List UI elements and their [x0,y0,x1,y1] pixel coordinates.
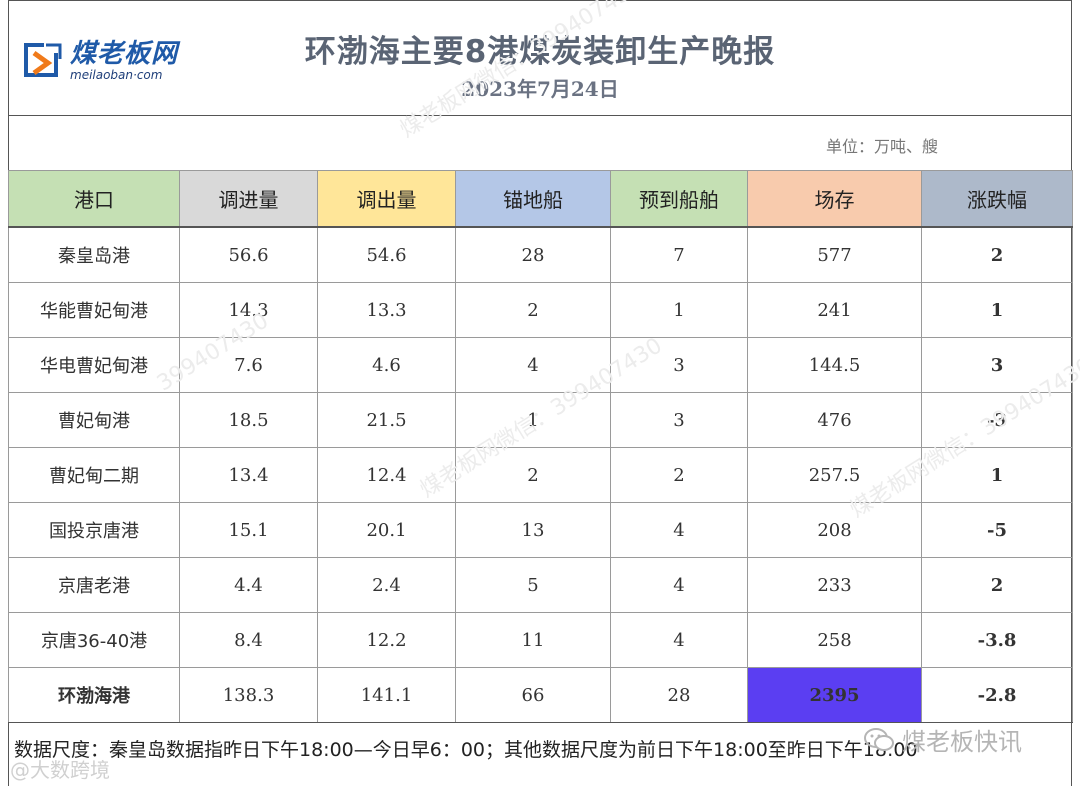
outbound-cell: 12.2 [317,612,456,668]
column-header: 场存 [747,170,922,228]
stock-cell: 2395 [747,667,922,723]
report-date: 2023年7月24日 [461,77,619,101]
change-cell: -5 [921,502,1073,558]
table-row: 曹妃甸港 18.5 21.5 1 3 476 -3 [8,392,1073,448]
inbound-cell: 13.4 [179,447,318,503]
inbound-cell: 8.4 [179,612,318,668]
table-row: 秦皇岛港 56.6 54.6 28 7 577 2 [8,226,1073,283]
outbound-cell: 2.4 [317,557,456,613]
logo-mark-icon [24,41,64,81]
expected-ships-cell: 3 [610,392,748,448]
anchored-ships-cell: 28 [455,226,611,283]
inbound-cell: 18.5 [179,392,318,448]
table-row: 华电曹妃甸港 7.6 4.6 4 3 144.5 3 [8,337,1073,393]
port-name-cell: 环渤海港 [8,667,180,723]
column-header: 调进量 [179,170,318,228]
expected-ships-cell: 28 [610,667,748,723]
change-cell: 2 [921,226,1073,283]
stock-cell: 577 [747,226,922,283]
port-name-cell: 曹妃甸港 [8,392,180,448]
stock-cell: 476 [747,392,922,448]
expected-ships-cell: 3 [610,337,748,393]
table-row: 国投京唐港 15.1 20.1 13 4 208 -5 [8,502,1073,558]
outbound-cell: 12.4 [317,447,456,503]
table-row: 京唐36-40港 8.4 12.2 11 4 258 -3.8 [8,612,1073,668]
inbound-cell: 7.6 [179,337,318,393]
inbound-cell: 56.6 [179,226,318,283]
inbound-cell: 138.3 [179,667,318,723]
stock-cell: 233 [747,557,922,613]
outbound-cell: 20.1 [317,502,456,558]
column-header: 涨跌幅 [921,170,1073,228]
expected-ships-cell: 1 [610,282,748,338]
anchored-ships-cell: 2 [455,282,611,338]
inbound-cell: 15.1 [179,502,318,558]
port-name-cell: 京唐老港 [8,557,180,613]
unit-label: 单位：万吨、艘 [826,137,939,156]
expected-ships-cell: 4 [610,612,748,668]
report-header [8,0,1072,116]
change-cell: -3 [921,392,1073,448]
anchored-ships-cell: 1 [455,392,611,448]
table-row: 华能曹妃甸港 14.3 13.3 2 1 241 1 [8,282,1073,338]
change-cell: -2.8 [921,667,1073,723]
change-cell: -3.8 [921,612,1073,668]
inbound-cell: 14.3 [179,282,318,338]
logo-name-cn: 煤老板网 [70,39,179,69]
stock-cell: 208 [747,502,922,558]
port-name-cell: 秦皇岛港 [8,226,180,283]
port-name-cell: 华电曹妃甸港 [8,337,180,393]
anchored-ships-cell: 13 [455,502,611,558]
expected-ships-cell: 4 [610,557,748,613]
table-body: 秦皇岛港 56.6 54.6 28 7 577 2 华能曹妃甸港 14.3 13.3 2 1 241 1 华… [8,226,1073,723]
anchored-ships-cell: 66 [455,667,611,723]
column-header: 锚地船 [455,170,611,228]
change-cell: 1 [921,447,1073,503]
wechat-account-name: 煤老板快讯 [902,728,1022,756]
change-cell: 3 [921,337,1073,393]
expected-ships-cell: 2 [610,447,748,503]
outbound-cell: 4.6 [317,337,456,393]
brand-logo: 煤老板网 meilaoban·com [24,40,178,82]
stock-cell: 258 [747,612,922,668]
port-name-cell: 京唐36-40港 [8,612,180,668]
stock-cell: 257.5 [747,447,922,503]
port-name-cell: 华能曹妃甸港 [8,282,180,338]
expected-ships-cell: 7 [610,226,748,283]
table-row: 京唐老港 4.4 2.4 5 4 233 2 [8,557,1073,613]
column-header: 调出量 [317,170,456,228]
port-data-table: 港口 调进量 调出量 锚地船 预到船舶 场存 涨跌幅 秦皇岛港 56.6 54.6 28 7 577 2… [8,170,1073,723]
wechat-watermark: 煤老板快讯 [864,722,1022,757]
expected-ships-cell: 4 [610,502,748,558]
data-scope-footnote: 数据尺度：秦皇岛数据指昨日下午18:00—今日早6：00；其他数据尺度为前日下午… [14,739,918,761]
report-title: 环渤海主要8港煤炭装卸生产晚报 [304,34,776,70]
logo-name-en: meilaoban·com [70,68,163,82]
stock-cell: 241 [747,282,922,338]
anchored-ships-cell: 5 [455,557,611,613]
outbound-cell: 54.6 [317,226,456,283]
column-header: 港口 [8,170,180,228]
outbound-cell: 13.3 [317,282,456,338]
bottom-left-watermark: @大数跨境 [10,758,110,782]
wechat-icon [864,727,894,753]
anchored-ships-cell: 4 [455,337,611,393]
outbound-cell: 21.5 [317,392,456,448]
stock-cell: 144.5 [747,337,922,393]
outbound-cell: 141.1 [317,667,456,723]
table-header-row: 港口 调进量 调出量 锚地船 预到船舶 场存 涨跌幅 [8,170,1073,228]
port-name-cell: 国投京唐港 [8,502,180,558]
port-name-cell: 曹妃甸二期 [8,447,180,503]
anchored-ships-cell: 2 [455,447,611,503]
inbound-cell: 4.4 [179,557,318,613]
change-cell: 1 [921,282,1073,338]
anchored-ships-cell: 11 [455,612,611,668]
total-row: 环渤海港 138.3 141.1 66 28 2395 -2.8 [8,667,1073,723]
change-cell: 2 [921,557,1073,613]
column-header: 预到船舶 [610,170,748,228]
table-row: 曹妃甸二期 13.4 12.4 2 2 257.5 1 [8,447,1073,503]
